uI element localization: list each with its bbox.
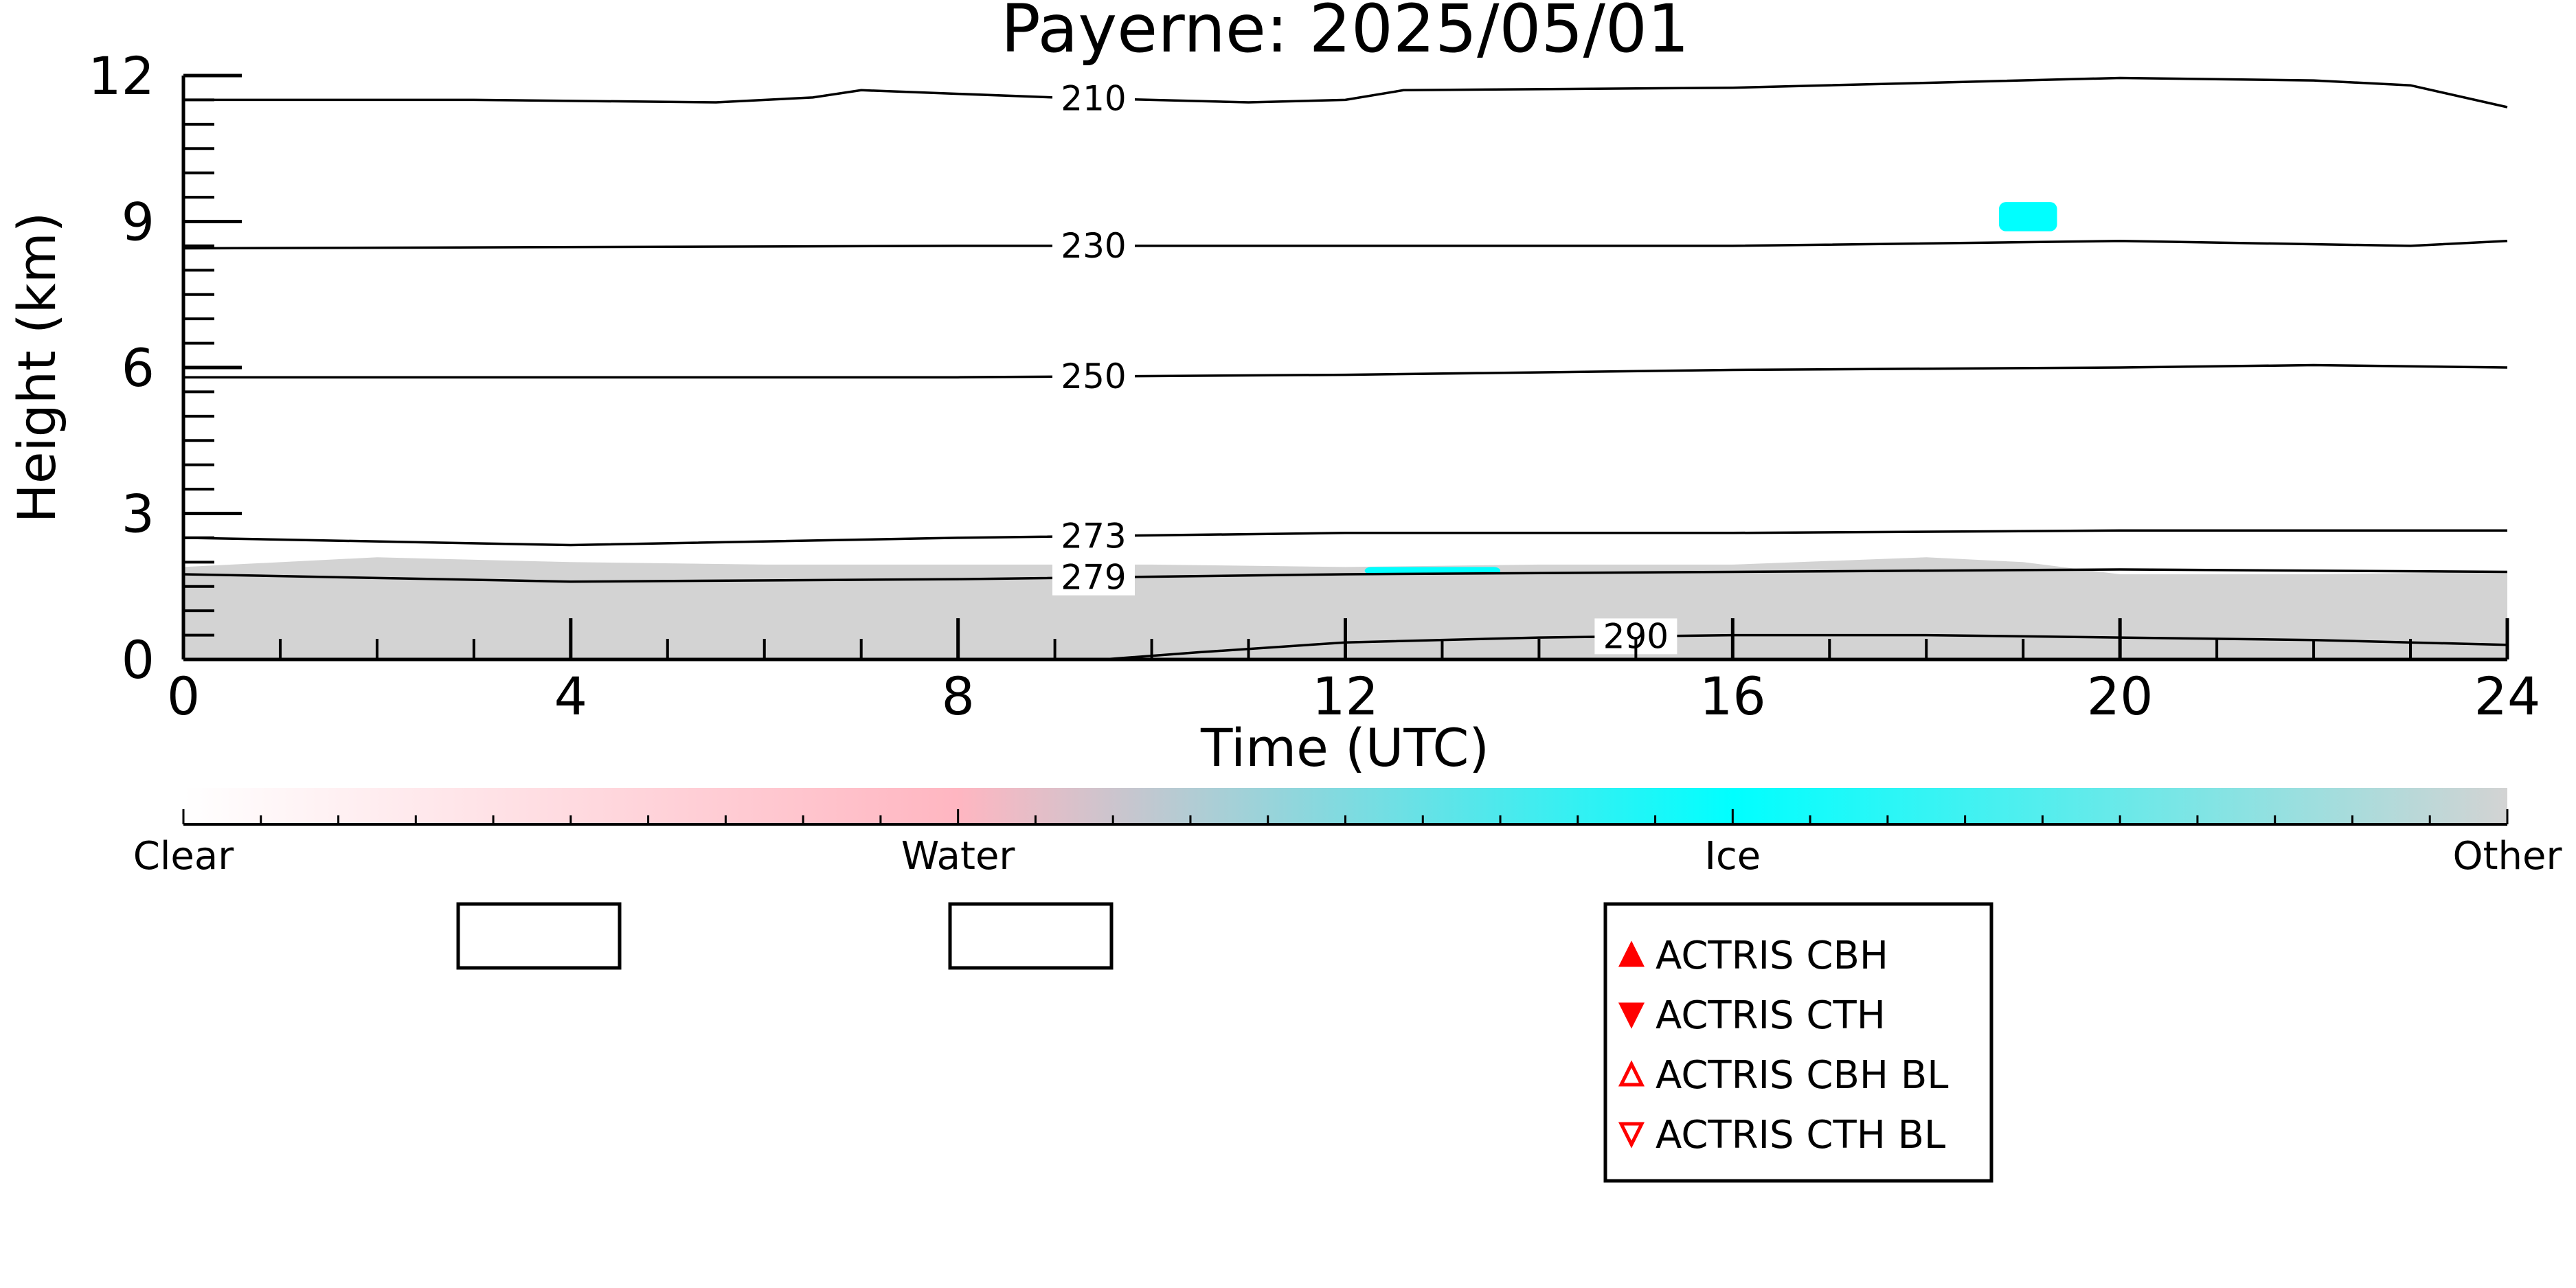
empty-legend-box-2 (948, 902, 1114, 970)
isotherm-279-line (183, 568, 2508, 583)
isotherm-273-label-bg (1052, 518, 1136, 554)
legend-entries: ACTRIS CBH ACTRIS CTH ACTRIS CBH BL ACTRIS … (1618, 934, 1948, 1157)
colorbar-label-ice: Ice (1704, 834, 1761, 879)
legend-marker-triangle-up-filled (1618, 940, 1645, 967)
x-tick-label: 12 (1312, 666, 1379, 727)
isotherm-279-label: 279 (1061, 558, 1126, 598)
legend-frame (1603, 902, 1993, 1183)
plot-axes: 0 4 8 12 16 20 24 0 3 6 9 12 (88, 45, 2540, 727)
isotherm-210-label: 210 (1061, 78, 1126, 118)
legend-entry-label: ACTRIS CTH (1656, 993, 1886, 1038)
marker-legend: ACTRIS CBH ACTRIS CTH ACTRIS CBH BL ACTRIS … (1603, 902, 1993, 1183)
chart-title: Payerne: 2025/05/01 (1001, 0, 1689, 67)
x-tick-label: 8 (941, 666, 974, 727)
region-other-0 (183, 557, 2507, 659)
colorbar-label-other: Other (2452, 834, 2562, 879)
y-tick-label: 3 (122, 484, 155, 545)
isotherm-230-label: 230 (1061, 226, 1126, 266)
isotherm-230-label-bg (1052, 227, 1136, 264)
y-tick-label: 6 (122, 337, 155, 398)
y-axis-label: Height (km) (6, 212, 67, 523)
y-tick-label: 12 (88, 45, 155, 106)
isotherm-273-label: 273 (1061, 516, 1126, 556)
isotherm-210-label-bg (1052, 80, 1136, 117)
legend-marker-triangle-up-open (1618, 1060, 1645, 1087)
isotherm-250-label-bg (1052, 358, 1136, 394)
isotherm-210-line (183, 76, 2508, 109)
y-tick-label: 9 (122, 192, 155, 253)
legend-entry-label: ACTRIS CBH (1656, 934, 1888, 978)
x-axis-label: Time (UTC) (1200, 717, 1489, 778)
colorbar-ticks (182, 809, 2509, 824)
x-tick-label: 24 (2474, 666, 2541, 727)
colorbar-label-water: Water (901, 834, 1016, 879)
legend-marker-triangle-down-filled (1618, 1002, 1645, 1029)
x-tick-label: 20 (2087, 666, 2154, 727)
cloud-classification-layer (183, 202, 2507, 659)
isotherm-279-label-bg (1052, 559, 1136, 596)
region-ice-1 (1998, 202, 2057, 231)
colorbar-labels: Clear Water Ice Other (133, 834, 2563, 879)
isotherm-230-line (183, 240, 2508, 250)
x-tick-label: 4 (554, 666, 587, 727)
isotherm-250-label: 250 (1061, 357, 1126, 396)
legend-marker-triangle-down-open (1618, 1122, 1645, 1149)
legend-entry-label: ACTRIS CBH BL (1656, 1053, 1948, 1098)
x-tick-label: 0 (167, 666, 200, 727)
legend-entry-label: ACTRIS CTH BL (1656, 1113, 1945, 1157)
colorbar: Clear Water Ice Other (133, 788, 2563, 879)
y-tick-label: 0 (122, 629, 155, 690)
empty-legend-box-1 (456, 902, 622, 970)
isotherm-250-line (183, 363, 2508, 379)
isotherm-273-line (183, 529, 2507, 547)
x-tick-label: 16 (1699, 666, 1766, 727)
colorbar-label-clear: Clear (133, 834, 234, 879)
